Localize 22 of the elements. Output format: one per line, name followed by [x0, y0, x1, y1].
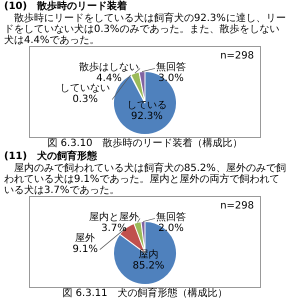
chart-title: (11) 犬の飼育形態 [4, 150, 98, 162]
slice-label: 散歩はしない [79, 61, 139, 74]
slice-label: している [126, 100, 167, 112]
slice-label: 屋内と屋外 [89, 211, 139, 224]
slice-label: していない [60, 83, 110, 94]
data-label: 3.7% [101, 223, 127, 234]
data-label: 0.3% [72, 94, 98, 106]
data-label: 92.3% [130, 111, 163, 122]
chart-subtitle: 散歩時にリードをしている犬は飼育犬の92.3%に達し、リードをしていない犬は0.3%のみであった。また、散歩をしない犬は4.4%であった。 [4, 13, 286, 46]
chart-subtitle: 屋内のみで飼われている犬は飼育犬の85.2%、屋外のみで飼われている犬は9.1%であった。屋内と屋外の両方で飼われている犬は3.7%であった。 [4, 163, 286, 196]
slice-label: 屋内 [138, 248, 159, 261]
slice-label: 無回答 [156, 61, 186, 74]
chart-title: (10) 散歩時のリード装着 [4, 0, 128, 12]
slice-label: 屋外 [75, 233, 96, 244]
slice-label: 無回答 [156, 211, 186, 224]
data-label: 9.1% [72, 244, 98, 256]
caption: 図 6.3.11 犬の飼育形態（構成比） [62, 288, 228, 299]
text: n=298 [220, 200, 254, 212]
data-label: 4.4% [96, 73, 122, 84]
caption: 図 6.3.10 散歩時のリード装着（構成比） [46, 138, 244, 149]
text: n=298 [220, 50, 254, 62]
data-label: 85.2% [132, 260, 164, 272]
